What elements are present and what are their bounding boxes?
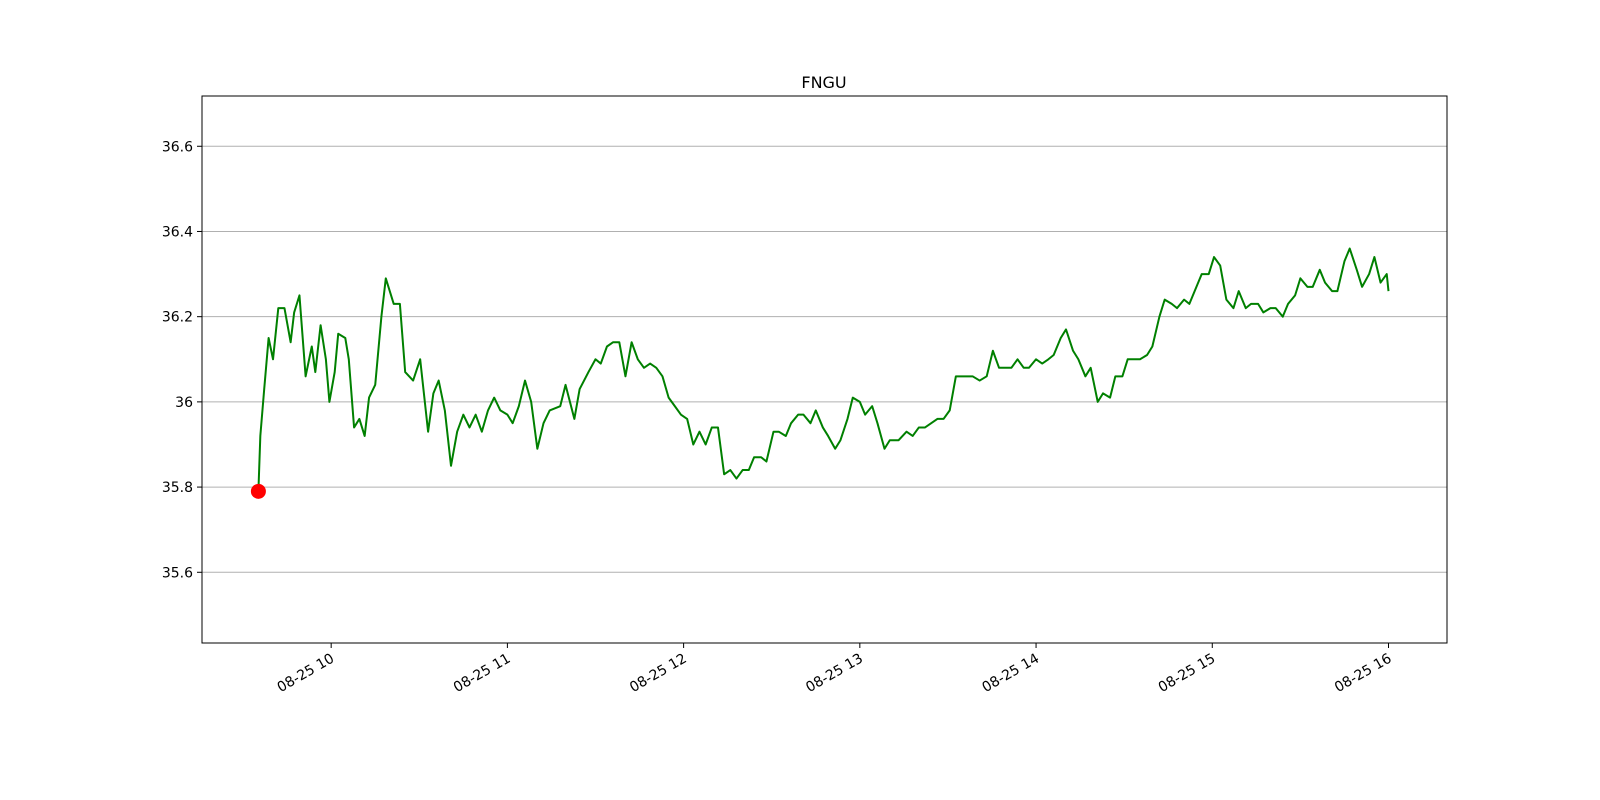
y-tick-label: 35.8 xyxy=(162,480,193,496)
y-tick-label: 36 xyxy=(175,395,193,411)
y-tick-label: 36.4 xyxy=(162,224,193,240)
price-line xyxy=(257,247,1390,492)
start-marker xyxy=(250,483,266,499)
y-tick-label: 35.6 xyxy=(162,565,193,581)
y-tick-label: 36.2 xyxy=(162,310,193,326)
chart-title: FNGU xyxy=(801,73,846,92)
y-tick-label: 36.6 xyxy=(162,139,193,155)
plot-frame xyxy=(201,95,1448,644)
